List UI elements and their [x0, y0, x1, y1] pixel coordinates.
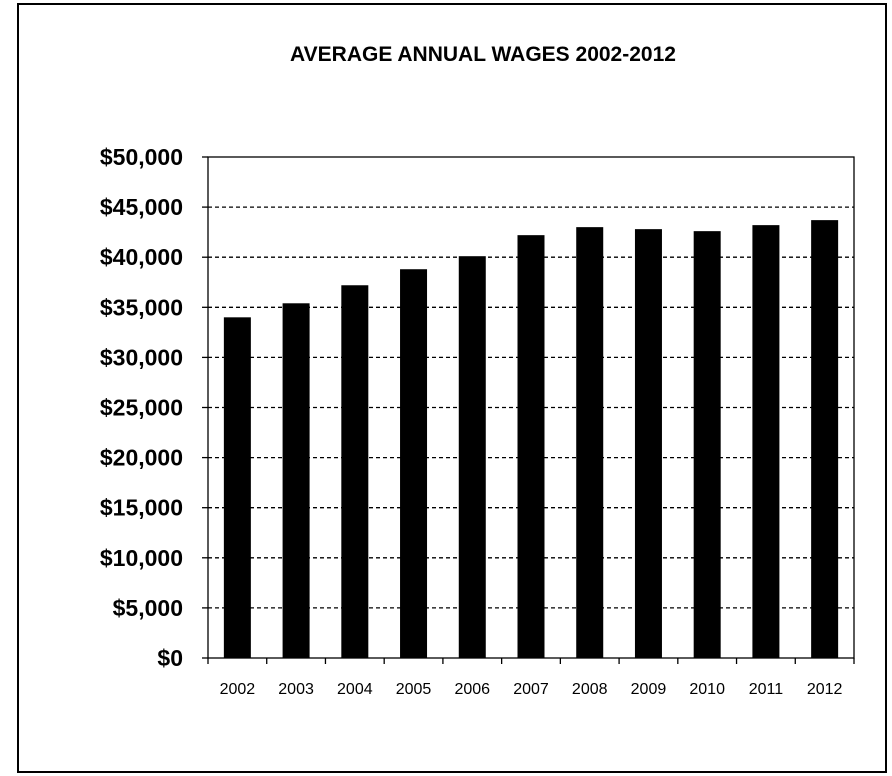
- x-tick-label: 2005: [396, 681, 432, 698]
- x-tick-label: 2011: [749, 681, 784, 698]
- x-tick-label: 2008: [572, 681, 608, 698]
- x-tick-label: 2010: [689, 681, 725, 698]
- chart-frame: [17, 3, 887, 773]
- y-tick-label: $35,000: [100, 294, 183, 320]
- x-tick-label: 2007: [513, 681, 549, 698]
- x-tick-label: 2006: [454, 681, 490, 698]
- y-tick-label: $10,000: [100, 545, 183, 571]
- bars: [223, 220, 839, 659]
- y-tick-label: $20,000: [100, 445, 183, 471]
- bar: [458, 256, 486, 658]
- bar: [752, 225, 780, 659]
- y-tick-label: $30,000: [100, 344, 183, 370]
- bar: [341, 285, 369, 658]
- bar: [223, 317, 251, 658]
- x-tick-labels: 2002 2003 2004 2005 2006 2007 2008 2009 2010 2011…: [220, 681, 843, 698]
- axes: [202, 156, 855, 664]
- y-tick-label: $45,000: [100, 194, 183, 220]
- x-tick-label: 2012: [807, 681, 843, 698]
- bar: [517, 235, 545, 658]
- bar: [282, 303, 310, 658]
- y-tick-label: $40,000: [100, 244, 183, 270]
- y-tick-label: $0: [157, 645, 183, 671]
- y-tick-labels: $0 $5,000 $10,000 $15,000 $20,000 $25,000 $30,…: [100, 144, 183, 671]
- x-tick-label: 2009: [631, 681, 667, 698]
- x-tick-label: 2003: [278, 681, 314, 698]
- bar: [400, 269, 428, 658]
- bar: [811, 220, 839, 658]
- chart-title: AVERAGE ANNUAL WAGES 2002-2012: [290, 43, 676, 66]
- bar: [693, 231, 721, 658]
- x-tick-label: 2004: [337, 681, 373, 698]
- bar: [576, 227, 604, 658]
- bar: [634, 229, 662, 659]
- y-tick-label: $15,000: [100, 495, 183, 521]
- x-tick-label: 2002: [220, 681, 256, 698]
- y-tick-label: $5,000: [113, 595, 183, 621]
- y-tick-label: $50,000: [100, 144, 183, 170]
- y-tick-label: $25,000: [100, 395, 183, 421]
